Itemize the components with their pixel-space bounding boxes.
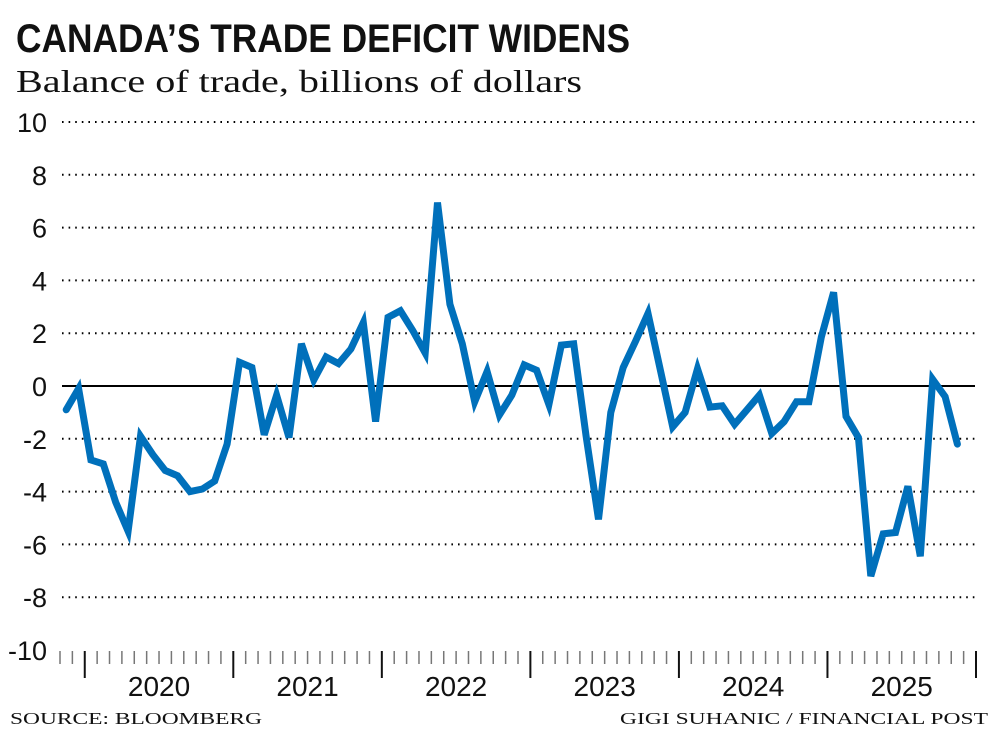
- credit-note: GIGI SUHANIC / FINANCIAL POST: [620, 709, 989, 728]
- y-tick-label: 4: [32, 266, 47, 296]
- y-tick-label: 10: [17, 108, 47, 138]
- y-tick-label: 2: [32, 319, 47, 349]
- y-axis-ticks: 10 8 6 4 2 0 -2 -4 -6 -8 -10: [8, 108, 47, 666]
- x-tick-label: 2023: [574, 671, 636, 702]
- data-points: [66, 202, 958, 577]
- gridlines: [62, 121, 975, 599]
- y-tick-label: -6: [23, 530, 47, 560]
- source-note: SOURCE: BLOOMBERG: [10, 709, 262, 728]
- x-axis: 2020 2021 2022 2023 2024 2025: [59, 651, 977, 702]
- trade-balance-line: [62, 202, 961, 578]
- x-tick-label: 2024: [722, 671, 784, 702]
- x-tick-label: 2022: [425, 671, 487, 702]
- y-tick-label: 0: [32, 372, 47, 402]
- y-tick-label: -4: [23, 478, 47, 508]
- y-tick-label: 6: [32, 214, 47, 244]
- y-tick-label: -2: [23, 425, 47, 455]
- y-tick-label: -10: [8, 636, 47, 666]
- y-tick-label: -8: [23, 583, 47, 613]
- x-tick-label: 2021: [276, 671, 338, 702]
- x-tick-label: 2025: [871, 671, 933, 702]
- chart-title: CANADA’S TRADE DEFICIT WIDENS: [16, 17, 630, 61]
- y-tick-label: 8: [32, 161, 47, 191]
- chart-subtitle: Balance of trade, billions of dollars: [16, 63, 582, 99]
- x-tick-label: 2020: [128, 671, 190, 702]
